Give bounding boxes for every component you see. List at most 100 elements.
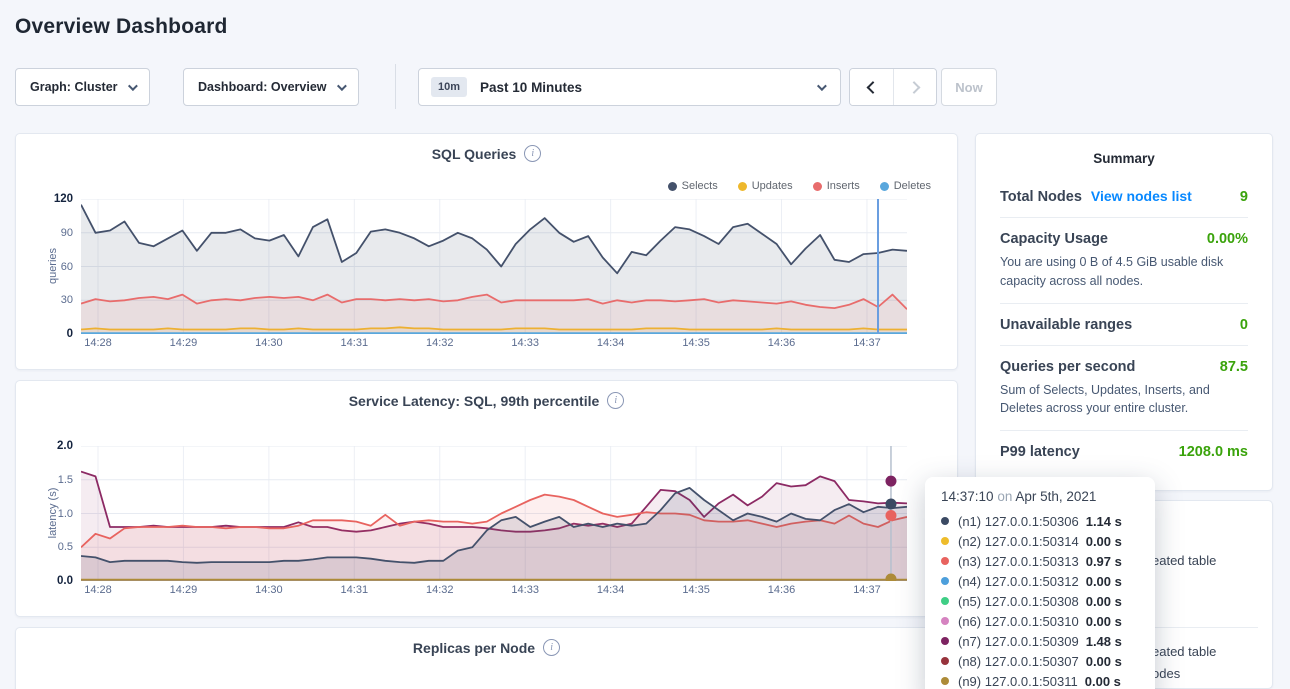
tooltip-row: (n8) 127.0.0.1:50307 0.00 s <box>941 651 1141 671</box>
chart-title: Service Latency: SQL, 99th percentile <box>348 392 600 409</box>
tooltip-node-value: 0.00 s <box>1085 613 1122 629</box>
summary-row-value: 0 <box>1239 316 1248 333</box>
time-prev-button[interactable] <box>850 69 893 105</box>
summary-row: P99 latency 1208.0 ms <box>1000 430 1248 472</box>
time-range-badge: 10m <box>431 77 468 97</box>
chart-legend: Selects Updates Inserts Deletes <box>667 180 931 192</box>
x-axis-tick: 14:34 <box>596 584 625 596</box>
tooltip-header: 14:37:10 on Apr 5th, 2021 <box>941 489 1141 504</box>
tooltip-node-name: (n4) 127.0.0.1:50312 <box>958 573 1079 589</box>
info-icon[interactable]: i <box>607 392 625 409</box>
legend-dot-icon <box>879 181 889 191</box>
series-dot-icon <box>941 637 949 645</box>
x-axis-tick: 14:34 <box>596 337 625 349</box>
x-axis-tick: 14:32 <box>425 337 454 349</box>
x-axis-tick: 14:33 <box>511 584 539 596</box>
legend-label: Deletes <box>893 180 931 192</box>
x-axis-tick: 14:28 <box>84 584 112 596</box>
legend-dot-icon <box>737 181 747 191</box>
x-axis-tick: 14:28 <box>84 337 112 349</box>
y-axis-tick: 0.5 <box>57 541 73 554</box>
info-icon[interactable]: i <box>524 145 542 162</box>
summary-row-description: Sum of Selects, Updates, Inserts, and De… <box>1000 382 1210 416</box>
x-axis-tick: 14:31 <box>340 584 369 596</box>
replicas-per-node-chart-card: Replicas per Node i <box>15 627 958 689</box>
series-dot-icon <box>941 537 949 545</box>
chart-title-row: Replicas per Node i <box>16 639 957 656</box>
graph-dropdown[interactable]: Graph: Cluster <box>15 68 150 106</box>
tooltip-row: (n4) 127.0.0.1:50312 0.00 s <box>941 571 1141 591</box>
tooltip-row: (n5) 127.0.0.1:50308 0.00 s <box>941 591 1141 611</box>
tooltip-node-value: 0.00 s <box>1085 593 1122 609</box>
x-axis-tick: 14:36 <box>767 337 796 349</box>
chevron-down-icon <box>816 80 827 91</box>
legend-item-updates[interactable]: Updates <box>737 180 793 192</box>
now-button[interactable]: Now <box>941 68 997 106</box>
tooltip-row: (n2) 127.0.0.1:50314 0.00 s <box>941 531 1141 551</box>
summary-title: Summary <box>1093 151 1155 166</box>
tooltip-node-value: 0.00 s <box>1085 533 1122 549</box>
series-dot-icon <box>941 597 949 605</box>
event-text-fragment: odes <box>1152 666 1181 681</box>
tooltip-row: (n3) 127.0.0.1:50313 0.97 s <box>941 551 1141 571</box>
x-axis-tick: 14:30 <box>255 584 283 596</box>
summary-row-label: Queries per second <box>1000 358 1136 375</box>
summary-row-label: Capacity Usage <box>1000 231 1108 247</box>
tooltip-node-value: 0.00 s <box>1084 673 1121 689</box>
chart-title: Replicas per Node <box>412 639 536 656</box>
tooltip-row: (n1) 127.0.0.1:50306 1.14 s <box>941 511 1141 531</box>
view-nodes-list-link[interactable]: View nodes list <box>1090 188 1192 204</box>
y-axis-tick: 0.0 <box>57 575 73 587</box>
time-nav-group <box>849 68 937 106</box>
dashboard-dropdown[interactable]: Dashboard: Overview <box>183 68 359 106</box>
y-axis-tick: 0 <box>66 328 73 340</box>
tooltip-node-name: (n6) 127.0.0.1:50310 <box>958 613 1079 629</box>
legend-label: Selects <box>681 180 718 192</box>
x-axis-tick: 14:33 <box>511 337 539 349</box>
plot-area[interactable] <box>80 445 908 585</box>
summary-row: Total Nodes View nodes list 9 <box>1000 175 1248 217</box>
chart-title-row: SQL Queries i <box>16 145 957 162</box>
time-range-picker[interactable]: 10m Past 10 Minutes <box>418 68 841 106</box>
summary-row: Capacity Usage 0.00% You are using 0 B of … <box>1000 217 1248 303</box>
time-next-button[interactable] <box>893 69 936 105</box>
tooltip-node-name: (n8) 127.0.0.1:50307 <box>958 653 1079 669</box>
legend-dot-icon <box>812 181 822 191</box>
summary-row-value: 1208.0 ms <box>1178 444 1248 460</box>
tooltip-node-name: (n7) 127.0.0.1:50309 <box>958 633 1079 649</box>
legend-item-inserts[interactable]: Inserts <box>812 180 860 192</box>
info-icon[interactable]: i <box>543 639 561 656</box>
plot-area[interactable] <box>80 198 908 334</box>
summary-row-label: Unavailable ranges <box>1000 316 1133 333</box>
legend-item-deletes[interactable]: Deletes <box>879 180 931 192</box>
tooltip-row: (n6) 127.0.0.1:50310 0.00 s <box>941 611 1141 631</box>
tooltip-rows: (n1) 127.0.0.1:50306 1.14 s (n2) 127.0.0.1… <box>941 511 1141 689</box>
legend-item-selects[interactable]: Selects <box>667 180 718 192</box>
tooltip-node-name: (n2) 127.0.0.1:50314 <box>958 533 1079 549</box>
tooltip-node-name: (n5) 127.0.0.1:50308 <box>958 593 1079 609</box>
tooltip-node-name: (n1) 127.0.0.1:50306 <box>958 513 1079 529</box>
series-dot-icon <box>941 617 949 625</box>
summary-row-label: Total Nodes <box>1000 189 1082 205</box>
tooltip-node-value: 1.48 s <box>1085 633 1122 649</box>
tooltip-node-name: (n9) 127.0.0.1:50311 <box>958 673 1078 689</box>
dashboard-dropdown-label: Dashboard: Overview <box>198 80 327 94</box>
chart-title: SQL Queries <box>431 145 517 162</box>
chevron-down-icon <box>127 80 138 91</box>
chart-title-row: Service Latency: SQL, 99th percentile i <box>16 392 957 409</box>
tooltip-date: Apr 5th, 2021 <box>1015 489 1097 504</box>
x-axis-tick: 14:30 <box>255 337 283 349</box>
chart-hover-tooltip: 14:37:10 on Apr 5th, 2021 (n1) 127.0.0.1… <box>925 477 1155 689</box>
y-axis-tick: 2.0 <box>57 440 73 452</box>
legend-label: Inserts <box>826 180 860 192</box>
summary-row-value: 87.5 <box>1219 358 1248 375</box>
event-text-fragment: eated table <box>1152 644 1217 659</box>
graph-dropdown-label: Graph: Cluster <box>30 80 118 94</box>
legend-dot-icon <box>667 181 677 191</box>
summary-panel: Summary Total Nodes View nodes list 9 Capac… <box>975 133 1273 491</box>
legend-label: Updates <box>751 180 793 192</box>
x-axis-tick: 14:35 <box>682 337 710 349</box>
y-axis-tick: 30 <box>60 294 73 307</box>
series-dot-icon <box>941 577 949 585</box>
